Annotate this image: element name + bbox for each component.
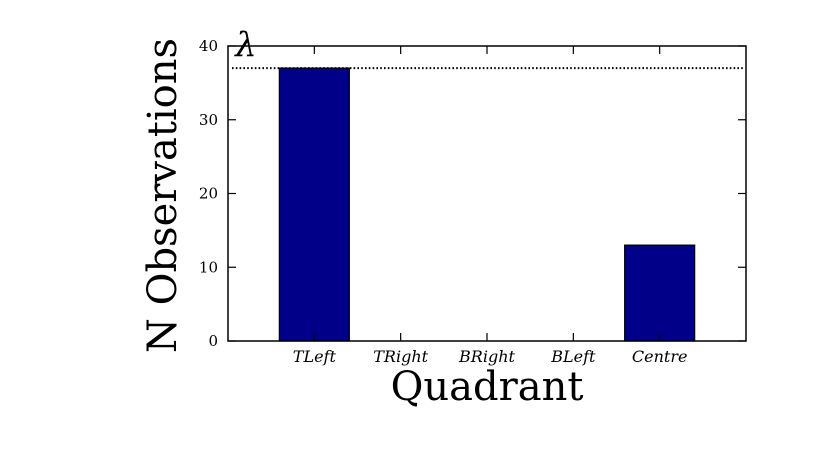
reference-line-label: λ	[233, 25, 257, 65]
y-axis-ticks: 0 10 20 30 40	[199, 37, 746, 350]
y-tick-label: 30	[199, 111, 218, 129]
x-tick-label-bleft: BLeft	[550, 347, 596, 366]
y-tick-label: 20	[199, 185, 218, 203]
bars-group	[278, 67, 696, 342]
bar-centre	[624, 244, 696, 342]
x-tick-label-tleft: TLeft	[293, 347, 337, 366]
y-tick-label: 10	[199, 258, 218, 276]
x-tick-label-centre: Centre	[632, 347, 688, 366]
y-tick-label: 40	[199, 37, 218, 55]
x-tick-label-tright: TRight	[373, 347, 428, 366]
y-tick-label: 0	[208, 332, 218, 350]
x-axis-title: Quadrant	[391, 364, 584, 410]
x-axis-ticks: TLeft TRight BRight BLeft Centre	[293, 46, 688, 366]
bar-tleft	[278, 67, 350, 342]
y-axis-title: N Observations	[140, 38, 186, 353]
x-tick-label-bright: BRight	[458, 347, 515, 366]
